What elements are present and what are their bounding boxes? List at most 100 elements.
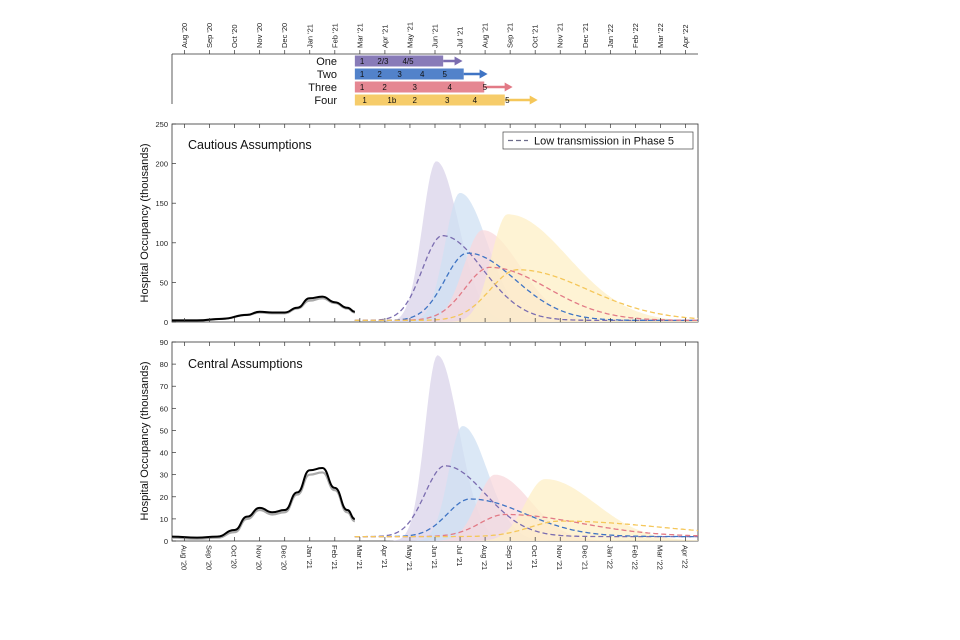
plan-bar xyxy=(354,81,485,93)
legend-box xyxy=(502,131,694,150)
legend-label: Low transmission in Phase 5 xyxy=(534,136,674,148)
y-tick-label: 200 xyxy=(155,160,168,169)
bottom-month-label: Mar '21 xyxy=(355,545,364,570)
bottom-month-label: Jan '21 xyxy=(305,545,314,569)
bottom-month-label: Nov '21 xyxy=(555,545,564,570)
bottom-month-label: Feb '21 xyxy=(330,545,339,570)
cautious-plot-content xyxy=(172,161,699,322)
bottom-month-labels: Aug '20 Sep '20 Oct '20 Nov '20 Dec '20 Jan '… xyxy=(180,545,690,571)
band-four xyxy=(354,214,698,322)
y-tick-label: 50 xyxy=(160,278,168,287)
plan-arrow-head xyxy=(454,56,463,66)
plan-arrow-head xyxy=(479,69,488,79)
bottom-month-label: Nov '20 xyxy=(255,545,264,570)
y-tick-label: 70 xyxy=(160,382,168,391)
roadmap-month-label: Apr '21 xyxy=(380,24,389,48)
bottom-month-label: Dec '21 xyxy=(580,545,589,570)
phase-label: 2 xyxy=(382,83,387,92)
roadmap-month-label: Sep '21 xyxy=(506,23,515,48)
y-tick-label: 40 xyxy=(160,449,168,458)
phase-label: 4 xyxy=(448,83,453,92)
bottom-month-label: Apr '22 xyxy=(680,545,689,569)
phase-label: 2 xyxy=(412,96,417,105)
central-y-axis-label: Hospital Occupancy (thousands) xyxy=(139,362,151,521)
plan-label-two: Two xyxy=(317,69,337,81)
y-tick-label: 30 xyxy=(160,471,168,480)
observed-line xyxy=(172,295,355,322)
plan-bar xyxy=(354,55,444,67)
roadmap-month-label: May '21 xyxy=(405,22,414,48)
roadmap-month-label: Nov '20 xyxy=(255,23,264,48)
dashed-one xyxy=(354,235,698,322)
phase-label: 4/5 xyxy=(402,57,414,66)
cautious-y-ticks: 0 50 100 150 200 250 xyxy=(155,120,176,327)
phase-label: 5 xyxy=(443,70,448,79)
dashed-two xyxy=(354,498,698,538)
bottom-month-label: Oct '20 xyxy=(230,545,239,569)
central-y-ticks: 0 10 20 30 40 50 60 70 80 90 xyxy=(160,338,176,546)
y-tick-label: 80 xyxy=(160,360,168,369)
roadmap-month-label: Nov '21 xyxy=(556,23,565,48)
cautious-y-axis-label: Hospital Occupancy (thousands) xyxy=(139,144,151,303)
phase-label: 2/3 xyxy=(377,57,389,66)
y-tick-label: 10 xyxy=(160,515,168,524)
plan-bar xyxy=(354,94,505,106)
cautious-panel: 0 50 100 150 200 250 Cautious Assumptions Hos… xyxy=(139,120,699,327)
plan-bar xyxy=(354,68,464,80)
roadmap-month-label: Dec '20 xyxy=(280,23,289,48)
phase-label: 3 xyxy=(412,83,417,92)
roadmap-month-label: Jan '21 xyxy=(305,24,314,48)
phase-label: 1b xyxy=(387,96,396,105)
roadmap-month-label: Dec '21 xyxy=(581,23,590,48)
roadmap-month-label: Mar '22 xyxy=(656,23,665,48)
observed-line xyxy=(171,467,356,539)
plan-arrow-head xyxy=(504,82,513,92)
cautious-title: Cautious Assumptions xyxy=(188,138,312,152)
roadmap-month-label: Jul '21 xyxy=(456,27,465,48)
phase-label: 2 xyxy=(377,70,382,79)
roadmap-month-label: Jun '21 xyxy=(431,24,440,48)
band-two xyxy=(354,426,698,541)
y-tick-label: 0 xyxy=(164,318,168,327)
cautious-legend: Low transmission in Phase 5 xyxy=(502,131,694,150)
bottom-month-label: Jul '21 xyxy=(455,545,464,566)
phase-label: 5 xyxy=(483,83,488,92)
central-x-ticks xyxy=(184,342,686,541)
bottom-month-label: Mar '22 xyxy=(655,545,664,570)
y-tick-label: 60 xyxy=(160,404,168,413)
bottom-month-label: Apr '21 xyxy=(380,545,389,569)
phase-label: 1 xyxy=(360,83,365,92)
phase-label: 1 xyxy=(362,96,367,105)
model-fit-line xyxy=(171,471,356,540)
bottom-month-label: Feb '22 xyxy=(630,545,639,570)
roadmap-month-label: Jan '22 xyxy=(606,24,615,48)
roadmap-month-label: Sep '20 xyxy=(205,23,214,48)
bottom-month-label: Dec '20 xyxy=(280,545,289,570)
central-plot-content xyxy=(171,355,699,541)
bottom-month-label: May '21 xyxy=(405,545,414,571)
phase-label: 1 xyxy=(360,70,365,79)
model-fit-line xyxy=(172,297,355,322)
y-tick-label: 150 xyxy=(155,199,168,208)
roadmap-month-label: Apr '22 xyxy=(681,24,690,48)
phase-label: 4 xyxy=(420,70,425,79)
bottom-month-label: Jan '22 xyxy=(605,545,614,569)
central-title: Central Assumptions xyxy=(188,357,303,371)
y-tick-label: 250 xyxy=(155,120,168,129)
roadmap-month-label: Mar '21 xyxy=(355,23,364,48)
bottom-month-label: Jun '21 xyxy=(430,545,439,569)
phase-label: 3 xyxy=(445,96,450,105)
dashed-one xyxy=(354,465,698,538)
y-tick-label: 20 xyxy=(160,493,168,502)
roadmap-month-ticks: Aug '20 Sep '20 Oct '20 Nov '20 Dec '20 Jan '… xyxy=(180,22,690,54)
y-tick-label: 50 xyxy=(160,426,168,435)
bottom-month-label: Aug '20 xyxy=(180,545,189,570)
dashed-four xyxy=(354,269,699,322)
roadmap-panel: Aug '20 Sep '20 Oct '20 Nov '20 Dec '20 Jan '… xyxy=(171,22,698,107)
plan-label-three: Three xyxy=(308,82,337,94)
phase-label: 5 xyxy=(505,96,510,105)
bottom-month-label: Sep '20 xyxy=(205,545,214,570)
